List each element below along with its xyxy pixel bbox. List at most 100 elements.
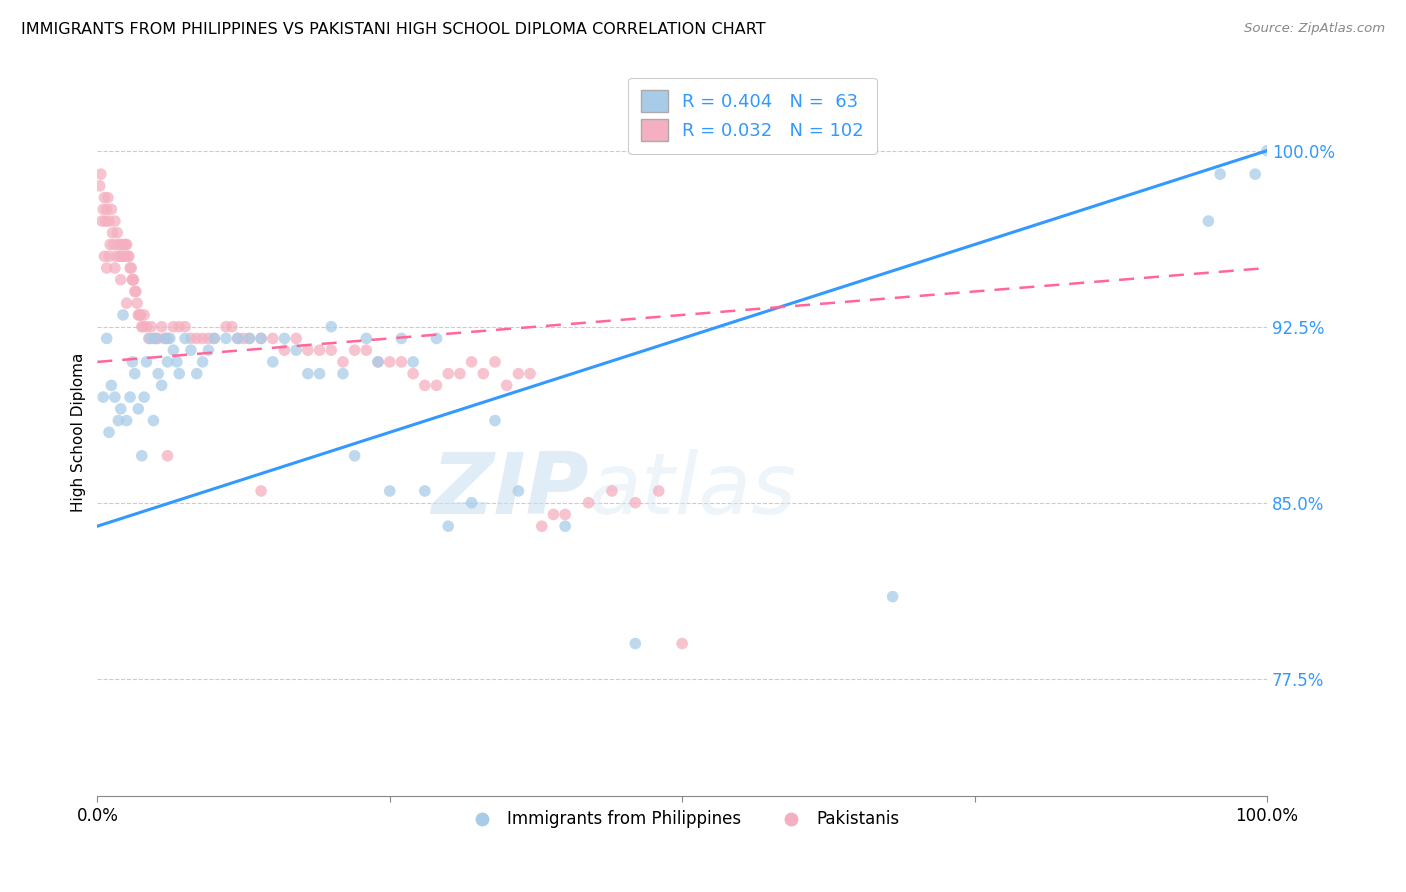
Point <box>449 367 471 381</box>
Point <box>343 449 366 463</box>
Point <box>96 331 118 345</box>
Point <box>104 260 127 275</box>
Point <box>425 378 447 392</box>
Point <box>250 483 273 498</box>
Point <box>273 343 295 358</box>
Point <box>101 226 124 240</box>
Point <box>197 331 219 345</box>
Point <box>238 331 260 345</box>
Point <box>174 319 197 334</box>
Point <box>413 483 436 498</box>
Point <box>186 331 208 345</box>
Point <box>554 519 576 533</box>
Point <box>117 249 139 263</box>
Point <box>156 355 179 369</box>
Point <box>1244 167 1267 181</box>
Point <box>91 202 114 217</box>
Point <box>297 367 319 381</box>
Point <box>131 319 153 334</box>
Point <box>156 449 179 463</box>
Point <box>134 390 156 404</box>
Point <box>124 285 146 299</box>
Point <box>111 249 134 263</box>
Point <box>367 355 389 369</box>
Point <box>162 319 184 334</box>
Point <box>125 285 148 299</box>
Point <box>508 367 530 381</box>
Point <box>146 331 169 345</box>
Point <box>98 425 121 440</box>
Text: ZIP: ZIP <box>430 449 589 532</box>
Point <box>1209 167 1232 181</box>
Point <box>167 367 190 381</box>
Point <box>135 319 157 334</box>
Point <box>112 237 135 252</box>
Point <box>118 249 141 263</box>
Point <box>1197 214 1219 228</box>
Point <box>215 331 238 345</box>
Point <box>484 413 506 427</box>
Point <box>115 237 138 252</box>
Point <box>96 260 118 275</box>
Point <box>554 508 576 522</box>
Point <box>472 367 495 381</box>
Point <box>150 319 173 334</box>
Point <box>100 378 122 392</box>
Point <box>321 343 343 358</box>
Point <box>127 401 149 416</box>
Point <box>104 214 127 228</box>
Point <box>232 331 254 345</box>
Point <box>1256 144 1278 158</box>
Point <box>93 249 115 263</box>
Point <box>197 343 219 358</box>
Point <box>131 449 153 463</box>
Point <box>508 483 530 498</box>
Point <box>180 343 202 358</box>
Point <box>425 331 447 345</box>
Point <box>221 319 243 334</box>
Point <box>262 331 284 345</box>
Point <box>308 343 330 358</box>
Point <box>120 260 142 275</box>
Point <box>110 237 132 252</box>
Point <box>882 590 904 604</box>
Point <box>162 343 184 358</box>
Point <box>495 378 517 392</box>
Point <box>600 483 623 498</box>
Point <box>356 331 378 345</box>
Point <box>115 413 138 427</box>
Point <box>145 331 167 345</box>
Point <box>226 331 249 345</box>
Point <box>367 355 389 369</box>
Point <box>202 331 225 345</box>
Text: IMMIGRANTS FROM PHILIPPINES VS PAKISTANI HIGH SCHOOL DIPLOMA CORRELATION CHART: IMMIGRANTS FROM PHILIPPINES VS PAKISTANI… <box>21 22 766 37</box>
Point <box>89 178 111 193</box>
Point <box>174 331 197 345</box>
Point <box>91 214 114 228</box>
Point <box>114 237 136 252</box>
Point <box>238 331 260 345</box>
Point <box>378 355 401 369</box>
Y-axis label: High School Diploma: High School Diploma <box>72 352 86 512</box>
Point <box>132 319 155 334</box>
Point <box>97 191 120 205</box>
Point <box>460 355 482 369</box>
Point <box>321 319 343 334</box>
Point <box>159 331 181 345</box>
Point <box>150 378 173 392</box>
Point <box>202 331 225 345</box>
Point <box>180 331 202 345</box>
Point <box>122 273 145 287</box>
Point <box>94 214 117 228</box>
Point <box>146 367 169 381</box>
Point <box>215 319 238 334</box>
Point <box>120 260 142 275</box>
Point <box>308 367 330 381</box>
Point <box>343 343 366 358</box>
Point <box>135 355 157 369</box>
Point <box>437 367 460 381</box>
Point <box>332 367 354 381</box>
Point <box>262 355 284 369</box>
Point <box>120 390 142 404</box>
Point <box>141 319 163 334</box>
